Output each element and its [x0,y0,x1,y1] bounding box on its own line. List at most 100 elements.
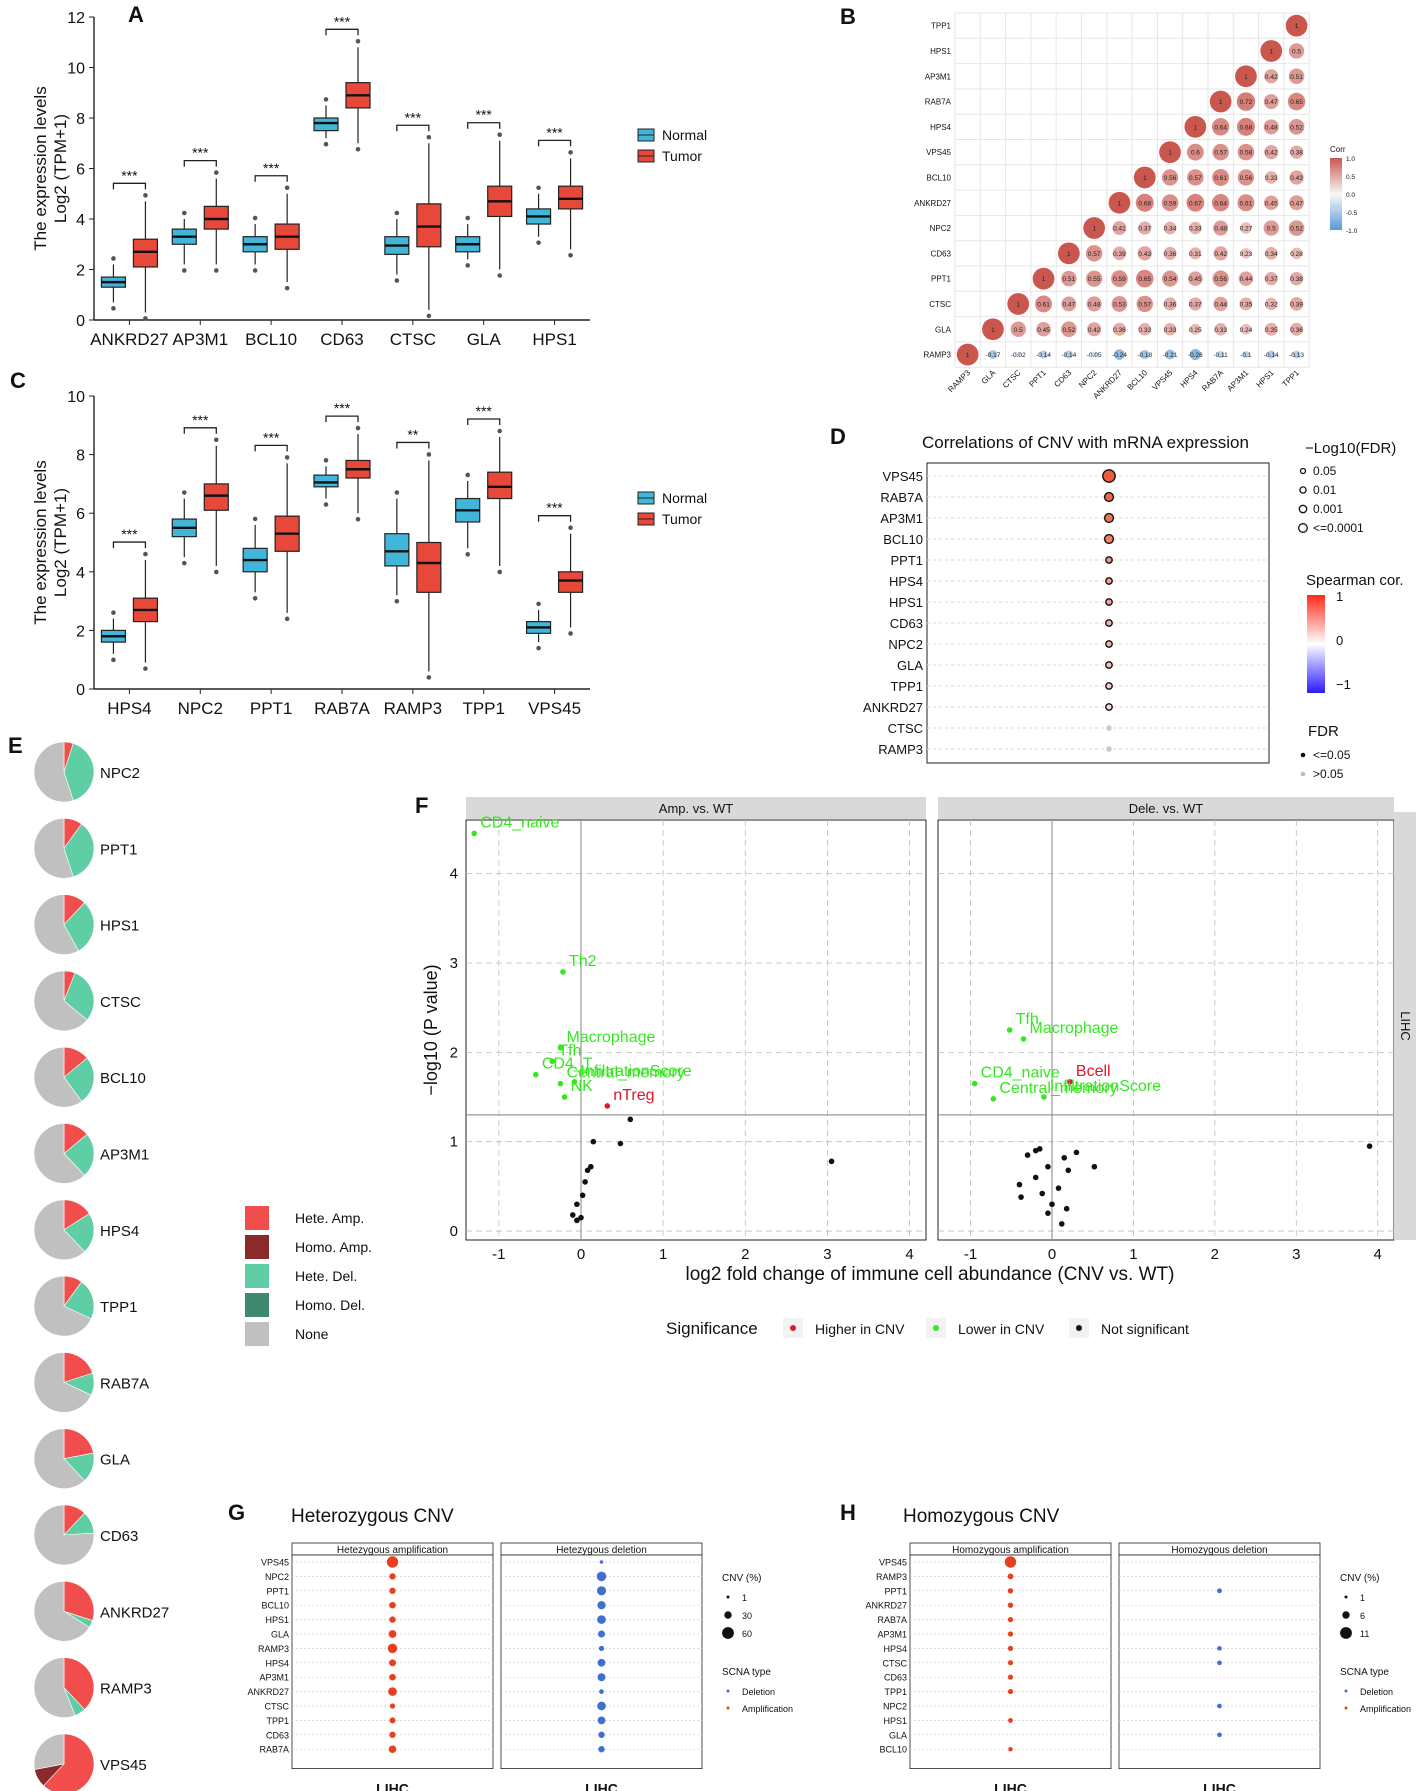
panel-b-corr-dot [1213,246,1228,261]
panel-b-corr-dot [1265,297,1278,311]
panel-g-dot [389,1587,396,1594]
panel-c-tumor-box [416,541,442,593]
panel-g-gene-label: GLA [271,1630,289,1640]
panel-f-y-tick-label: 2 [450,1044,458,1061]
panel-a-normal-outlier [465,215,471,221]
panel-d-gene-label: TPP1 [890,679,923,694]
panel-h-strip-title: Homozygous amplification [952,1545,1069,1556]
panel-a-normal-outlier [394,278,400,283]
panel-b-corr-value: 0.45 [1265,200,1278,207]
panel-e-pie-slice [63,823,95,878]
panel-g-gene-label: PPT1 [266,1586,289,1596]
panel-h-title: Homozygous CNV [903,1506,1060,1527]
panel-e-pie-label: RAMP3 [100,1681,152,1698]
panel-b-corr-dot [1163,297,1177,311]
panel-b-corr-dot [1242,351,1250,358]
panel-e-pie-slice [63,1352,93,1383]
panel-f-point-sig [571,1079,578,1085]
panel-g-dot [597,1601,606,1610]
panel-b-corr-value: 0.72 [1240,99,1253,106]
panel-h-legend-type-title: SCNA type [1340,1667,1389,1678]
panel-a-normal-outlier [111,256,116,261]
panel-h-legend-size-dot [1344,1595,1348,1599]
panel-f-strip-right [1394,812,1416,1240]
panel-g-gene-label: HPS4 [265,1658,289,1668]
panel-b-corr-value: 0.36 [1113,327,1126,334]
panel-g-legend-size-dot [724,1611,732,1619]
panel-b-corr-value: 0.57 [1088,251,1101,258]
panel-c-tumor-outlier [426,452,432,457]
panel-a-tumor-outlier [284,285,290,291]
panel-e-pie-slice [33,1428,85,1489]
panel-b-corr-dot [1237,169,1255,186]
panel-c-legend-label: Tumor [662,511,702,527]
panel-b-corr-dot [1267,350,1276,359]
panel-b-corr-value: 0.45 [1189,276,1202,283]
panel-a-x-tick-label: ANKRD27 [90,330,168,349]
panel-e-pie-slice [33,1352,92,1413]
panel-c-y-tick-label: 6 [76,506,85,523]
panel-c-sig-label: *** [192,412,209,428]
panel-c-y-tick-label: 4 [76,565,85,582]
panel-e-pie-slice [63,1057,95,1102]
panel-b-corr-value: 1 [1143,175,1147,182]
panel-b-corr-dot [1137,246,1152,261]
panel-b-corr-dot [1289,170,1304,185]
panel-b-corr-value: 0.43 [1138,251,1151,258]
panel-f-point-ns [1018,1194,1024,1200]
panel-c-y-tick-label: 0 [76,682,85,699]
panel-b-corr-value: 0.52 [1063,327,1076,334]
panel-e-pie-label: TPP1 [100,1299,138,1316]
panel-b-corr-value: -0.18 [1137,352,1152,359]
panel-f-point-label: nTreg [613,1087,654,1104]
panel-e-pie-label: ANKRD27 [100,1604,169,1621]
panel-g-legend-size-label: 1 [742,1593,747,1603]
panel-b-corr-dot [1165,349,1176,360]
panel-b-corr-dot [1189,349,1201,361]
panel-h-gene-label: CTSC [883,1658,908,1668]
panel-f-point-ns [828,1158,835,1165]
panel-b-corr-value: 0.42 [1265,74,1278,81]
panel-d-legend-size-label: 0.01 [1313,483,1337,497]
panel-b-corr-dot [1114,349,1125,360]
panel-b-corr-value: 0.61 [1037,301,1050,308]
panel-c-normal-outlier [394,490,400,495]
panel-d-legend-fdr-dot [1300,752,1306,758]
panel-d-legend-color-title: Spearman cor. [1306,572,1404,589]
panel-b-corr-value: -0.24 [1112,352,1127,359]
panel-c-y-tick-label: 2 [76,623,85,640]
panel-b-corr-dot [988,350,998,360]
panel-f-letter: F [415,793,428,818]
panel-b-corr-value: 1 [1042,276,1046,283]
panel-b-corr-value: 0.57 [1189,175,1202,182]
panel-g-dot [597,1701,606,1711]
panel-e-pie-label: CD63 [100,1528,138,1545]
panel-b-corr-dot [1288,119,1305,135]
panel-c-x-tick-label: HPS4 [107,699,151,718]
panel-b-corr-dot [1240,323,1252,335]
panel-f-x-tick-label: -1 [964,1246,977,1263]
panel-c-sig-label: *** [476,403,493,419]
panel-e-pie-slice [33,1046,83,1108]
panel-d-dot [1103,533,1115,545]
panel-e-pie-slice [33,817,74,879]
panel-c-x-tick-label: RAB7A [314,699,370,718]
panel-f-point-label: CD4_naive [981,1065,1060,1082]
panel-b-corr-dot [1135,193,1154,212]
panel-b-corr-dot [1263,220,1279,236]
panel-b-corr-value: 0.53 [1113,301,1126,308]
panel-b-corr-value: 0.64 [1214,124,1227,131]
panel-b-corr-value: 1 [1118,200,1122,207]
panel-e-pie-slice [33,1580,90,1642]
panel-a-x-tick-label: HPS1 [532,330,576,349]
panel-b-corr-dot [1162,270,1179,287]
panel-c-normal-outlier [536,601,541,607]
panel-d-legend-color-bar [1307,595,1325,693]
panel-f-x-tick-label: 2 [1211,1246,1219,1263]
panel-b-corr-dot [1188,297,1202,311]
panel-a-normal-outlier [536,185,541,191]
panel-f-x-tick-label: 2 [741,1246,749,1263]
panel-h-gene-label: AP3M1 [877,1630,907,1640]
panel-b-corr-dot [1264,69,1279,84]
panel-h-legend-size-label: 11 [1360,1629,1369,1639]
